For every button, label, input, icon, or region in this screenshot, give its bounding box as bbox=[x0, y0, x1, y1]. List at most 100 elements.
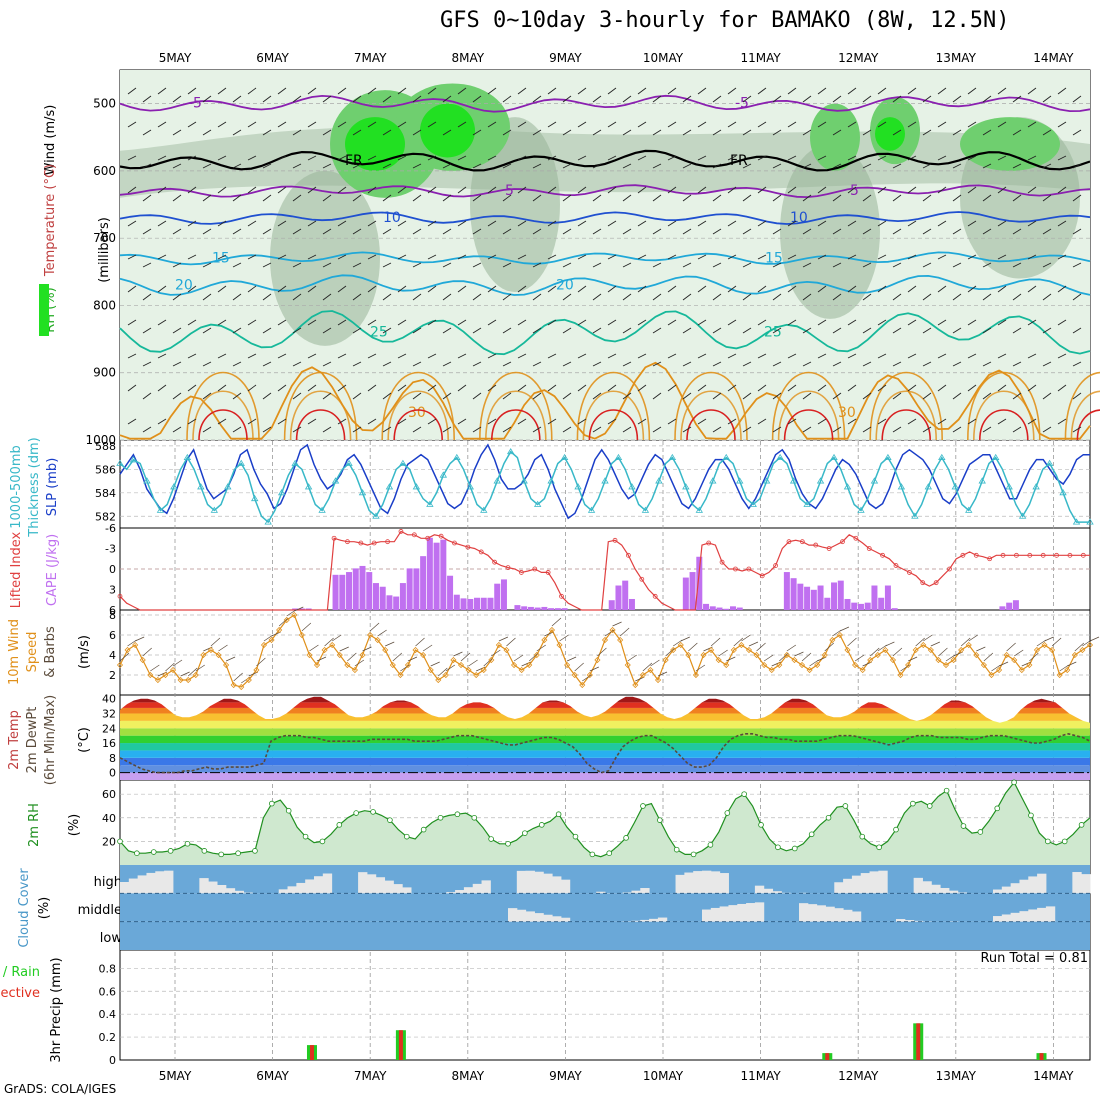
upper-wind-barb bbox=[172, 163, 182, 169]
wind-barb-10m bbox=[801, 652, 812, 662]
cloud-gap-middle bbox=[843, 909, 853, 922]
rh-point bbox=[673, 846, 680, 853]
upper-wind-barb bbox=[292, 327, 302, 334]
cape-bar bbox=[527, 606, 534, 610]
rh-area bbox=[120, 782, 1090, 865]
lifted-index-point bbox=[853, 535, 859, 541]
cloud-gap-high bbox=[120, 882, 130, 894]
rh-point bbox=[859, 833, 866, 840]
upper-wind-barb bbox=[172, 262, 182, 268]
cloud-gap-high bbox=[164, 870, 174, 894]
upper-wind-barb bbox=[502, 293, 512, 301]
upper-wind-barb bbox=[637, 353, 647, 359]
upper-wind-barb bbox=[1027, 285, 1037, 293]
wind-speed-point bbox=[185, 676, 192, 684]
day-label-bottom: 5MAY bbox=[159, 1069, 192, 1083]
upper-wind-barb bbox=[127, 384, 137, 392]
upper-wind-barb bbox=[787, 353, 797, 359]
upper-wind-barb bbox=[637, 254, 647, 260]
rh-point bbox=[538, 822, 545, 828]
upper-wind-barb bbox=[937, 319, 947, 326]
wind-speed-point bbox=[124, 646, 131, 654]
upper-wind-barb bbox=[262, 262, 272, 268]
cloud-gap-high bbox=[402, 887, 412, 894]
upper-wind-barb bbox=[712, 129, 722, 136]
lifted-index-point bbox=[1027, 552, 1033, 558]
upper-wind-barb bbox=[892, 129, 902, 136]
temp-tick: 8 bbox=[109, 752, 116, 765]
upper-wind-barb bbox=[607, 418, 617, 425]
thickness-point bbox=[682, 483, 690, 490]
upper-wind-barb bbox=[862, 426, 872, 433]
upper-wind-barb bbox=[382, 361, 392, 367]
upper-wind-barb bbox=[337, 384, 347, 392]
day-label-top: 6MAY bbox=[256, 51, 289, 65]
upper-wind-barb bbox=[127, 220, 137, 227]
upper-wind-barb bbox=[847, 285, 857, 293]
rh-point bbox=[960, 823, 967, 829]
upper-wind-barb bbox=[877, 319, 887, 326]
upper-wind-barb bbox=[817, 418, 827, 425]
upper-wind-barb bbox=[322, 95, 332, 103]
upper-wind-barb bbox=[592, 327, 602, 334]
wind-barb-10m bbox=[1082, 639, 1092, 647]
wind-speed-point bbox=[382, 646, 389, 654]
upper-wind-barb bbox=[697, 87, 707, 95]
temp-contour-30 bbox=[119, 361, 1091, 440]
upper-wind-barb bbox=[502, 95, 512, 103]
upper-wind-barb bbox=[397, 186, 407, 194]
upper-wind-barb bbox=[577, 384, 587, 392]
upper-wind-barb bbox=[742, 327, 752, 334]
cloud-gap-high bbox=[631, 890, 641, 894]
upper-wind-barb bbox=[502, 327, 512, 334]
cloud-gap-high bbox=[754, 885, 765, 894]
wind-barb-10m bbox=[256, 657, 266, 667]
day-label-bottom: 6MAY bbox=[256, 1069, 289, 1083]
upper-wind-barb bbox=[952, 262, 962, 268]
thickness-point bbox=[736, 477, 744, 484]
cloud-gap-middle bbox=[993, 916, 1003, 922]
wind-speed-point bbox=[359, 651, 366, 659]
wind-speed-point bbox=[374, 636, 381, 644]
upper-wind-barb bbox=[922, 293, 932, 301]
temp-tick: 32 bbox=[102, 707, 116, 720]
wind-speed-point bbox=[169, 666, 177, 674]
upper-wind-barb bbox=[592, 262, 602, 268]
temp-band bbox=[120, 720, 1090, 729]
wind-speed-point bbox=[329, 641, 336, 649]
upper-wind-barb bbox=[952, 194, 962, 202]
wind-speed-point bbox=[404, 661, 412, 669]
temp-contour-label: -5 bbox=[188, 96, 202, 112]
upper-wind-barb bbox=[907, 121, 917, 128]
cloud-gap-middle bbox=[825, 906, 835, 922]
wind-speed-point bbox=[276, 626, 283, 634]
upper-wind-barb bbox=[427, 319, 437, 326]
cloud-gap-middle bbox=[1045, 906, 1056, 922]
wind-speed-point bbox=[965, 641, 972, 649]
upper-wind-barb bbox=[517, 353, 527, 359]
cape-bar bbox=[548, 608, 555, 610]
upper-wind-barb bbox=[307, 353, 317, 359]
wind-speed-point bbox=[427, 666, 434, 674]
upper-wind-barb bbox=[247, 87, 257, 95]
wind-speed-point bbox=[564, 661, 571, 669]
surface-dome-contour bbox=[491, 409, 541, 441]
upper-wind-barb bbox=[772, 392, 782, 400]
upper-wind-barb bbox=[202, 426, 212, 433]
cloud-gap-middle bbox=[816, 905, 826, 922]
wind-speed-point bbox=[988, 671, 995, 679]
upper-wind-barb bbox=[172, 95, 182, 103]
wind-speed-point bbox=[1049, 646, 1056, 654]
wind-barb-10m bbox=[180, 671, 190, 677]
lifted-index-point bbox=[518, 570, 524, 575]
upper-wind-barb bbox=[622, 293, 632, 301]
upper-wind-barb bbox=[802, 262, 812, 268]
upper-wind-barb bbox=[217, 319, 227, 326]
upper-wind-barb bbox=[847, 155, 857, 161]
upper-wind-barb bbox=[427, 353, 437, 359]
lifted-index-point bbox=[438, 533, 444, 539]
upper-wind-barb bbox=[187, 418, 197, 425]
upper-wind-barb bbox=[727, 220, 737, 227]
wind-barb-10m bbox=[1006, 642, 1016, 652]
cloud-gap-middle bbox=[710, 907, 721, 922]
